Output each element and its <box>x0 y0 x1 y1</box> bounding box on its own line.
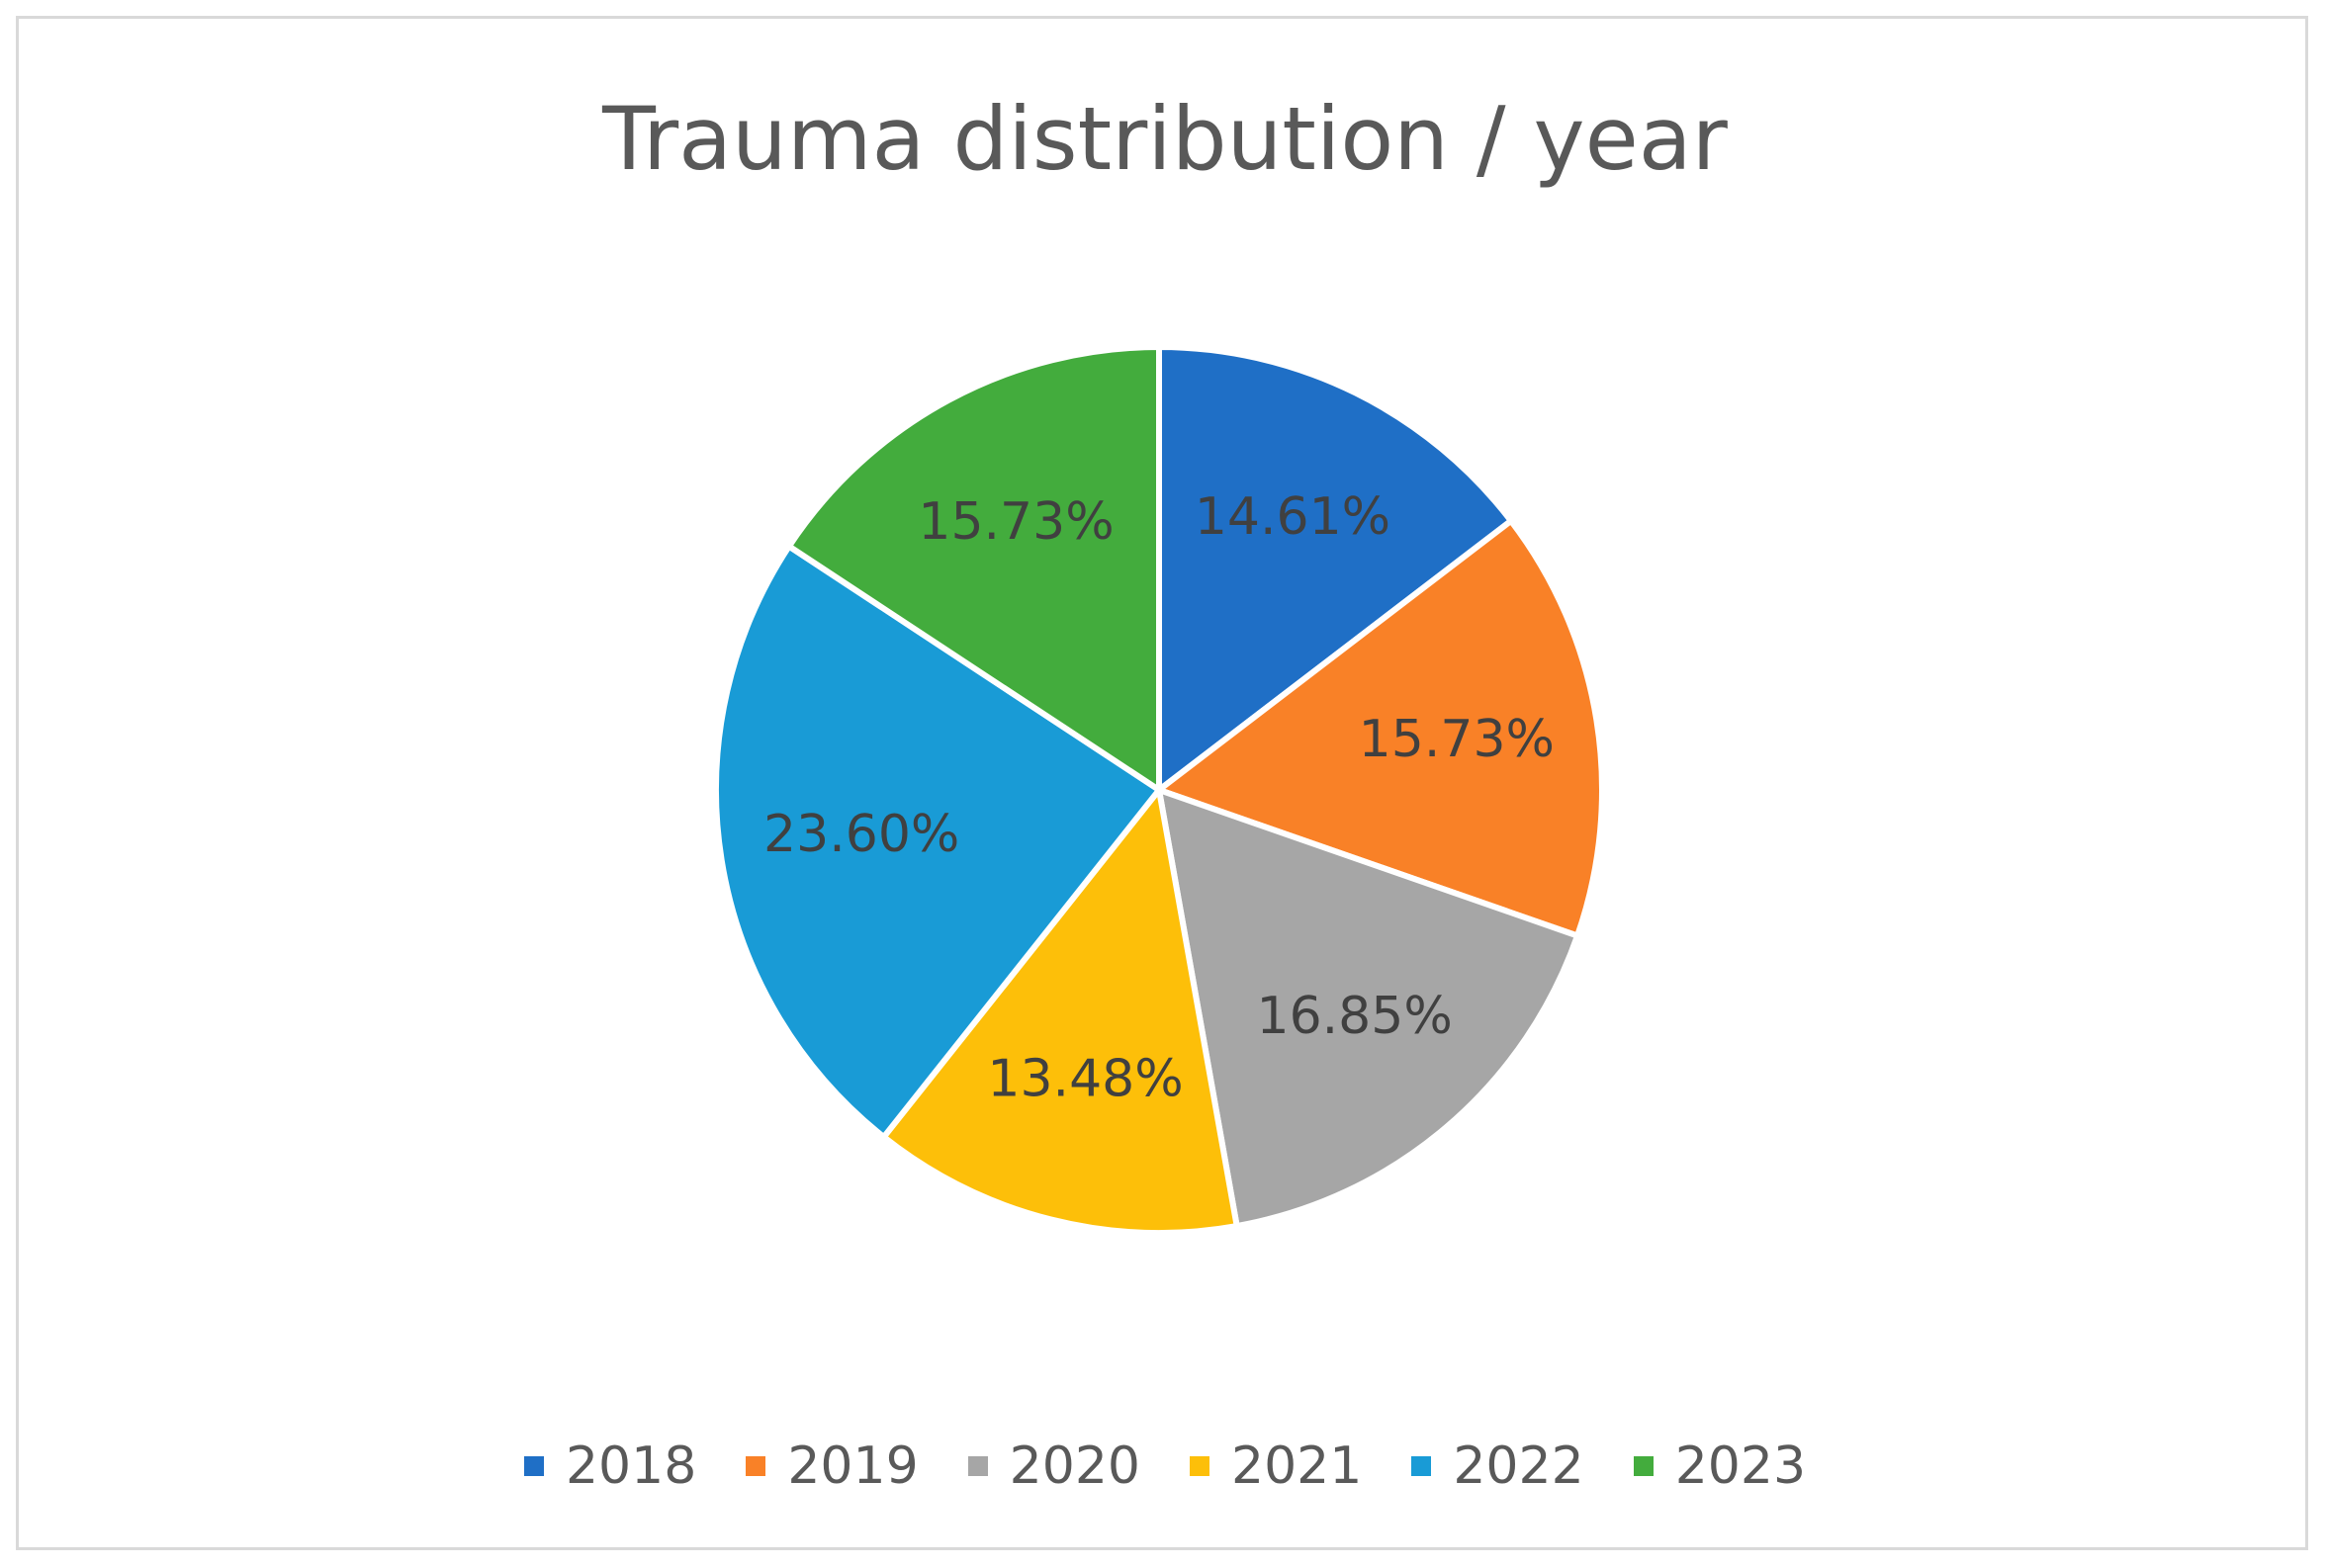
pie-slice-2019 <box>1156 517 1605 939</box>
pie-chart: 14.61% 15.73% 16.85% 13.48% 23.60% 15.73% <box>713 344 1605 1236</box>
pie-slices <box>713 344 1605 1236</box>
data-label-2023: 15.73% <box>918 492 1114 552</box>
pie-slice-2023 <box>785 344 1162 793</box>
legend-item-2023: 2023 <box>1633 1437 1807 1496</box>
legend-item-2019: 2019 <box>746 1437 919 1496</box>
legend-swatch-2021 <box>1190 1456 1209 1476</box>
legend-label-2019: 2019 <box>787 1437 919 1496</box>
legend-item-2022: 2022 <box>1411 1437 1584 1496</box>
pie-data-labels: 14.61% 15.73% 16.85% 13.48% 23.60% 15.73% <box>763 487 1555 1109</box>
chart-title: Trauma distribution / year <box>602 88 1728 190</box>
legend-label-2023: 2023 <box>1674 1437 1807 1496</box>
legend-label-2020: 2020 <box>1009 1437 1140 1496</box>
legend-swatch-2020 <box>967 1456 988 1476</box>
data-label-2022: 23.60% <box>763 805 959 864</box>
legend-label-2021: 2021 <box>1231 1437 1363 1496</box>
legend-item-2021: 2021 <box>1190 1440 1362 1492</box>
chart-legend: 2018 2019 2020 2021 2022 2023 <box>19 1440 2311 1492</box>
pie-slice-2018 <box>1156 344 1514 793</box>
chart-frame: Trauma distribution / year 14.61% 15.73% 1… <box>16 16 2308 1550</box>
data-label-2020: 16.85% <box>1256 987 1452 1046</box>
legend-item-2020: 2020 <box>967 1437 1140 1496</box>
data-label-2021: 13.48% <box>987 1049 1183 1108</box>
pie-slice-2021 <box>880 787 1240 1236</box>
legend-item-2018: 2018 <box>523 1437 697 1496</box>
legend-swatch-2022 <box>1411 1456 1432 1476</box>
pie-slice-2020 <box>1156 787 1581 1230</box>
data-label-2018: 14.61% <box>1195 487 1390 547</box>
legend-label-2022: 2022 <box>1453 1437 1584 1496</box>
pie-slice-2022 <box>713 543 1162 1141</box>
legend-label-2018: 2018 <box>565 1437 697 1496</box>
legend-swatch-2018 <box>523 1456 544 1476</box>
data-label-2019: 15.73% <box>1359 710 1555 769</box>
legend-swatch-2023 <box>1633 1456 1654 1476</box>
legend-swatch-2019 <box>746 1456 766 1476</box>
